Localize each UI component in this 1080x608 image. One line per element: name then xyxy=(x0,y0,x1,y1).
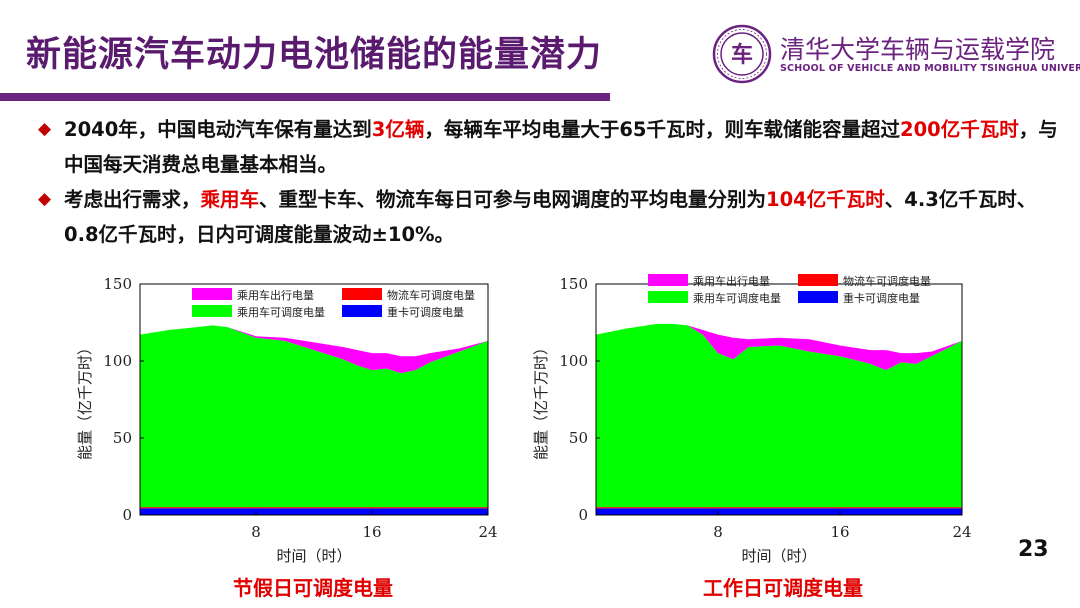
legend-swatch-1 xyxy=(798,274,838,286)
x-tick-label: 24 xyxy=(952,523,971,541)
legend-label-0: 重卡可调度电量 xyxy=(387,305,464,319)
bullet2-text-c: 、4.3亿千瓦时、0.8亿千瓦时，日内可调度能量波动±10%。 xyxy=(64,188,1037,246)
workday-dispatch-chart: 0 50 100 150 8 16 24 时间（时） 能量（亿千万时） 乘用车出行电量 物流车可调度… xyxy=(532,274,972,565)
bullet-list: ◆ 2040年，中国电动汽车保有量达到3亿辆，每辆车平均电量大于65千瓦时，则车载… xyxy=(38,112,1058,252)
legend-label-2: 乘用车可调度电量 xyxy=(693,291,781,305)
bullet2-text-b: 、重型卡车、物流车每日可参与电网调度的平均电量分别为 xyxy=(259,188,767,211)
holiday-chart-caption: 节假日可调度电量 xyxy=(233,576,393,600)
bullet1-highlight-a: 3亿辆 xyxy=(371,118,425,141)
legend-label-3: 乘用车出行电量 xyxy=(237,288,314,302)
y-tick-label: 50 xyxy=(569,429,588,447)
bullet1-text-a: 2040年，中国电动汽车保有量达到 xyxy=(64,118,372,141)
y-tick-label: 0 xyxy=(578,506,588,524)
x-tick-label: 24 xyxy=(478,523,497,541)
x-tick-label: 16 xyxy=(830,523,849,541)
area-series-0 xyxy=(596,508,962,515)
university-name-en: SCHOOL OF VEHICLE AND MOBILITY TSINGHUA … xyxy=(780,63,1080,74)
logo-char: 车 xyxy=(731,42,753,68)
bullet2-highlight-a: 乘用车 xyxy=(200,188,260,211)
legend-label-3: 乘用车出行电量 xyxy=(693,274,770,288)
bullet1-highlight-b: 200亿千瓦时 xyxy=(900,118,1019,141)
y-tick-label: 100 xyxy=(559,352,588,370)
legend-swatch-2 xyxy=(648,291,688,303)
y-axis-label: 能量（亿千万时） xyxy=(532,340,550,460)
area-series-1 xyxy=(596,507,962,509)
x-axis-label: 时间（时） xyxy=(276,547,351,565)
diamond-bullet-icon: ◆ xyxy=(38,189,52,209)
y-tick-label: 150 xyxy=(103,275,132,293)
bullet-item-2: ◆ 考虑出行需求，乘用车、重型卡车、物流车每日可参与电网调度的平均电量分别为104… xyxy=(38,182,1058,252)
legend-label-1: 物流车可调度电量 xyxy=(387,288,475,302)
area-series-3 xyxy=(596,323,962,371)
slide-title: 新能源汽车动力电池储能的能量潜力 xyxy=(26,35,603,75)
bullet1-text-b: ，每辆车平均电量大于65千瓦时，则车载储能容量超过 xyxy=(424,118,900,141)
legend-swatch-2 xyxy=(192,305,232,317)
area-series-0 xyxy=(140,508,488,515)
legend-label-1: 物流车可调度电量 xyxy=(843,274,931,288)
legend-swatch-3 xyxy=(648,274,688,286)
bullet1-text-c: ，与中国每天消费总电量基本相当。 xyxy=(64,118,1058,176)
diamond-bullet-icon: ◆ xyxy=(38,119,52,139)
holiday-dispatch-chart: 0 50 100 150 8 16 24 时间（时） 能量（亿千万时） 乘用车出行电量 物流车可调度… xyxy=(76,275,498,565)
x-tick-label: 8 xyxy=(251,523,261,541)
legend-swatch-0 xyxy=(798,291,838,303)
area-series-2 xyxy=(140,325,488,508)
y-axis-label: 能量（亿千万时） xyxy=(76,340,94,460)
legend-swatch-0 xyxy=(342,305,382,317)
page-number: 23 xyxy=(1018,537,1049,562)
area-series-1 xyxy=(140,507,488,509)
legend-swatch-1 xyxy=(342,288,382,300)
y-tick-label: 0 xyxy=(122,506,132,524)
bullet-item-1: ◆ 2040年，中国电动汽车保有量达到3亿辆，每辆车平均电量大于65千瓦时，则车载… xyxy=(38,112,1058,182)
plot-frame xyxy=(595,283,963,516)
university-logo: 车 xyxy=(712,24,772,84)
title-underline-bar xyxy=(0,93,610,101)
bullet2-text-a: 考虑出行需求， xyxy=(64,188,201,211)
legend-label-0: 重卡可调度电量 xyxy=(843,291,920,305)
area-series-3 xyxy=(140,325,488,374)
bullet2-highlight-b: 104亿千瓦时 xyxy=(766,188,885,211)
x-tick-label: 16 xyxy=(362,523,381,541)
area-series-2 xyxy=(596,323,962,508)
plot-frame xyxy=(139,283,489,516)
legend-swatch-3 xyxy=(192,288,232,300)
y-tick-label: 50 xyxy=(113,429,132,447)
x-tick-label: 8 xyxy=(713,523,723,541)
y-tick-label: 150 xyxy=(559,275,588,293)
y-tick-label: 100 xyxy=(103,352,132,370)
legend-label-2: 乘用车可调度电量 xyxy=(237,305,325,319)
university-name-cn: 清华大学车辆与运载学院 xyxy=(780,35,1056,64)
workday-chart-caption: 工作日可调度电量 xyxy=(703,576,863,600)
x-axis-label: 时间（时） xyxy=(741,547,816,565)
